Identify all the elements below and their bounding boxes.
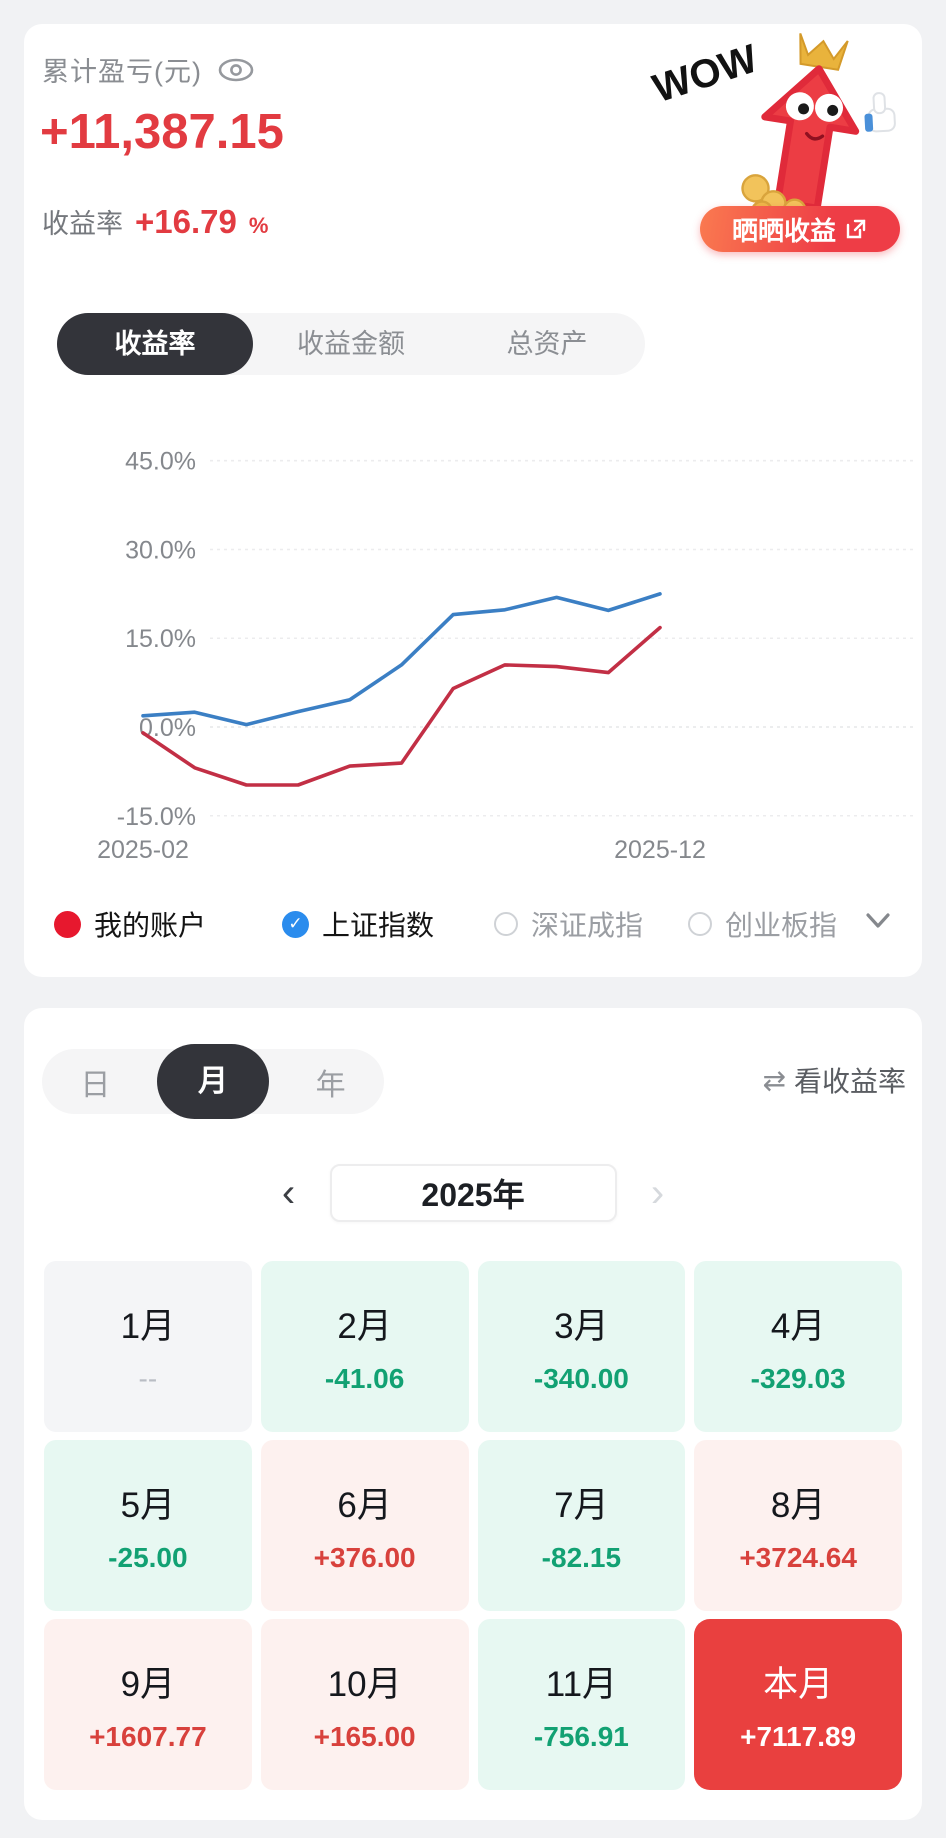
month-label: 9月 <box>120 1665 176 1704</box>
legend-label: 上证指数 <box>322 910 435 941</box>
months-grid: 1月 -- 2月 -41.06 3月 -340.00 4月 -329.03 5月 -25.00 6月… <box>44 1261 902 1790</box>
legend-item-3[interactable]: 创业板指 <box>688 904 837 944</box>
external-link-icon <box>846 219 866 239</box>
month-label: 4月 <box>770 1307 826 1346</box>
share-profit-button[interactable]: 晒晒收益 <box>700 206 900 252</box>
period-tab-1[interactable]: 月 <box>156 1044 269 1119</box>
month-cell-7[interactable]: 8月 +3724.64 <box>694 1440 902 1611</box>
month-cell-8[interactable]: 9月 +1607.77 <box>44 1619 252 1790</box>
month-label: 10月 <box>327 1665 402 1704</box>
series-上证指数 <box>141 592 662 727</box>
month-label: 本月 <box>763 1665 834 1704</box>
period-tab-bar: 日月年 <box>42 1044 384 1119</box>
month-value: -82.15 <box>541 1542 622 1573</box>
return-rate-value: +16.79 <box>135 203 237 240</box>
month-value: -756.91 <box>533 1721 629 1752</box>
legend-label: 创业板指 <box>725 910 838 941</box>
legend-circle-icon <box>494 912 518 936</box>
month-value: +165.00 <box>313 1721 416 1752</box>
performance-line-chart: 45.0%30.0%15.0%0.0%-15.0%2025-02 2025-12 <box>97 448 914 864</box>
legend-check-icon: ✓ <box>282 910 309 938</box>
month-cell-6[interactable]: 7月 -82.15 <box>477 1440 686 1611</box>
month-label: 1月 <box>120 1307 176 1346</box>
month-cell-3[interactable]: 4月 -329.03 <box>694 1261 902 1432</box>
month-label: 7月 <box>554 1486 609 1525</box>
legend-expand-chevron-icon[interactable] <box>860 908 896 939</box>
summary-card: 累计盈亏(元) +11,387.15 收益率 +16.79 % WOW <box>24 24 922 977</box>
metric-tab-0[interactable]: 收益率 <box>57 313 253 375</box>
month-cell-9[interactable]: 10月 +165.00 <box>260 1619 469 1790</box>
year-navigation: ‹ 2025年 › <box>24 1164 922 1222</box>
legend-item-1[interactable]: ✓ 上证指数 <box>282 904 434 944</box>
month-cell-10[interactable]: 11月 -756.91 <box>477 1619 686 1790</box>
month-value: -- <box>138 1363 158 1394</box>
month-cell-0[interactable]: 1月 -- <box>44 1261 252 1432</box>
month-cell-1[interactable]: 2月 -41.06 <box>260 1261 469 1432</box>
y-axis-tick: 30.0% <box>125 536 196 564</box>
month-value: +376.00 <box>313 1542 416 1573</box>
metric-tab-2[interactable]: 总资产 <box>506 329 588 359</box>
month-value: +7117.89 <box>740 1721 857 1752</box>
month-value: -340.00 <box>533 1363 629 1394</box>
cumulative-pl-label: 累计盈亏(元) <box>42 57 202 87</box>
chart-legend: 我的账户 ✓ 上证指数 深证成指 创业板指 <box>24 904 922 948</box>
wow-text: WOW <box>648 36 763 111</box>
share-profit-label: 晒晒收益 <box>731 215 836 246</box>
month-label: 8月 <box>770 1486 826 1525</box>
metric-tab-1[interactable]: 收益金额 <box>297 329 405 359</box>
cumulative-pl-value: +11,387.15 <box>40 105 284 159</box>
metric-tab-bar: 收益率 收益金额 总资产 <box>57 313 645 375</box>
x-axis-tick: 2025-12 <box>614 836 706 864</box>
period-tab-2[interactable]: 年 <box>315 1068 346 1102</box>
x-axis-tick: 2025-02 <box>97 836 189 864</box>
month-value: +1607.77 <box>89 1721 207 1752</box>
legend-label: 我的账户 <box>94 910 207 941</box>
legend-dot-icon <box>54 910 81 938</box>
month-label: 2月 <box>337 1307 392 1346</box>
view-toggle-button[interactable]: ⇄ 看收益率 <box>763 1060 906 1100</box>
eye-icon[interactable] <box>216 56 256 84</box>
legend-item-0[interactable]: 我的账户 <box>54 904 206 944</box>
series-我的账户 <box>141 625 662 787</box>
month-cell-2[interactable]: 3月 -340.00 <box>477 1261 686 1432</box>
month-label: 3月 <box>554 1307 609 1346</box>
y-axis-tick: 45.0% <box>125 448 196 476</box>
month-value: -25.00 <box>108 1542 188 1573</box>
prev-year-button[interactable]: ‹ <box>281 1171 296 1215</box>
period-tab-0[interactable]: 日 <box>80 1068 111 1102</box>
crown-icon <box>799 33 849 71</box>
month-cell-5[interactable]: 6月 +376.00 <box>260 1440 469 1611</box>
legend-circle-icon <box>688 912 712 936</box>
swap-arrows-icon: ⇄ <box>762 1064 786 1096</box>
legend-label: 深证成指 <box>531 910 644 941</box>
y-axis-tick: 15.0% <box>125 625 196 653</box>
month-label: 11月 <box>545 1665 618 1704</box>
mascot-illustration: WOW <box>648 33 896 223</box>
month-value: -329.03 <box>750 1363 846 1394</box>
monthly-pl-card: 日 月 年 ⇄ 看收益率 ‹ 2025年 › 1月 -- 2月 -41.06 3月 -340.… <box>24 1008 922 1820</box>
month-value: +3724.64 <box>739 1542 857 1573</box>
month-label: 6月 <box>337 1486 392 1525</box>
view-toggle-label: 看收益率 <box>793 1066 906 1097</box>
year-selector[interactable]: 2025年 <box>329 1164 617 1222</box>
month-value: -41.06 <box>324 1363 405 1394</box>
return-rate-label: 收益率 <box>42 209 123 239</box>
return-rate-unit: % <box>248 213 269 238</box>
next-year-button[interactable]: › <box>650 1171 665 1215</box>
month-cell-4[interactable]: 5月 -25.00 <box>44 1440 252 1611</box>
month-cell-11[interactable]: 本月 +7117.89 <box>694 1619 902 1790</box>
legend-item-2[interactable]: 深证成指 <box>494 904 643 944</box>
month-label: 5月 <box>120 1486 176 1525</box>
thumbs-up-icon <box>864 92 896 133</box>
y-axis-tick: -15.0% <box>117 803 196 831</box>
